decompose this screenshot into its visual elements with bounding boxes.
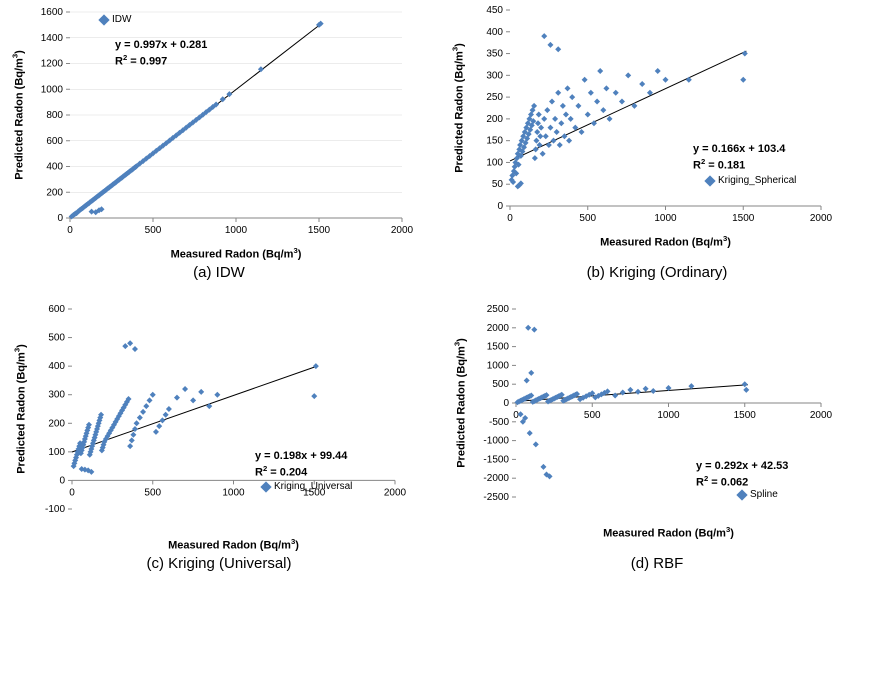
x-axis-title: Measured Radon (Bq/m3) <box>171 246 302 261</box>
panel-kriging-ordinary: 0 500 1000 1500 2000 0 50 100 150 200 250 300 350 400… <box>438 0 876 260</box>
diamond-marker-icon <box>260 481 271 492</box>
svg-text:600: 600 <box>48 304 65 315</box>
chart-b: 0 500 1000 1500 2000 0 50 100 150 200 250 300 350 400… <box>438 0 843 248</box>
svg-text:1000: 1000 <box>654 213 677 224</box>
svg-text:350: 350 <box>486 49 503 60</box>
legend: IDW <box>100 14 131 25</box>
svg-text:100: 100 <box>48 447 65 458</box>
chart-grid: 0500100015002000020040060080010001200140… <box>0 0 876 590</box>
equation-text: y = 0.292x + 42.53R2 = 0.062 <box>696 459 788 490</box>
svg-text:450: 450 <box>486 5 503 16</box>
equation-text: y = 0.198x + 99.44R2 = 0.204 <box>255 449 347 480</box>
svg-text:2000: 2000 <box>391 225 414 236</box>
legend-label: Kriging_Universal <box>274 481 352 492</box>
svg-text:-2000: -2000 <box>483 473 509 484</box>
legend-label: IDW <box>112 14 131 25</box>
caption-a: (a) IDW <box>0 260 438 299</box>
equation-text: y = 0.997x + 0.281R2 = 0.997 <box>115 38 207 69</box>
panel-idw: 0 500 1000 1500 2000 0 200 400 600 800 1000 1200 140… <box>0 0 438 260</box>
svg-text:500: 500 <box>579 213 596 224</box>
caption-b: (b) Kriging (Ordinary) <box>438 260 876 299</box>
caption-d: (d) RBF <box>438 551 876 590</box>
svg-text:500: 500 <box>492 379 509 390</box>
svg-text:1000: 1000 <box>41 84 64 95</box>
legend: Kriging_Spherical <box>706 175 796 186</box>
svg-text:-1000: -1000 <box>483 436 509 447</box>
svg-text:200: 200 <box>486 114 503 125</box>
svg-text:500: 500 <box>145 225 162 236</box>
svg-text:0: 0 <box>507 213 513 224</box>
svg-text:2000: 2000 <box>810 410 833 421</box>
svg-text:-100: -100 <box>45 504 65 515</box>
x-axis-title: Measured Radon (Bq/m3) <box>168 537 299 552</box>
svg-text:800: 800 <box>46 110 63 121</box>
y-axis-title: Predicted Radon (Bq/m3) <box>453 338 468 468</box>
svg-text:1200: 1200 <box>41 59 64 70</box>
svg-text:50: 50 <box>492 179 504 190</box>
svg-text:1000: 1000 <box>225 225 248 236</box>
svg-text:1500: 1500 <box>734 410 757 421</box>
svg-text:1500: 1500 <box>487 342 510 353</box>
y-axis-title: Predicted Radon (Bq/m3) <box>451 43 466 173</box>
svg-text:0: 0 <box>57 213 63 224</box>
svg-text:0: 0 <box>67 225 73 236</box>
y-axis-title: Predicted Radon (Bq/m3) <box>11 50 26 180</box>
svg-text:300: 300 <box>48 390 65 401</box>
svg-text:1000: 1000 <box>657 410 680 421</box>
svg-text:500: 500 <box>584 410 601 421</box>
equation-text: y = 0.166x + 103.4R2 = 0.181 <box>693 142 785 173</box>
svg-text:1000: 1000 <box>487 360 510 371</box>
svg-text:600: 600 <box>46 136 63 147</box>
svg-text:2500: 2500 <box>487 304 510 315</box>
svg-text:-500: -500 <box>489 417 509 428</box>
svg-text:300: 300 <box>486 70 503 81</box>
svg-text:500: 500 <box>48 333 65 344</box>
caption-c: (c) Kriging (Universal) <box>0 551 438 590</box>
diamond-marker-icon <box>736 489 747 500</box>
svg-text:1500: 1500 <box>732 213 755 224</box>
svg-text:500: 500 <box>144 487 161 498</box>
svg-text:0: 0 <box>497 201 503 212</box>
svg-text:-2500: -2500 <box>483 492 509 503</box>
legend-label: Spline <box>750 489 778 500</box>
chart-a: 0 500 1000 1500 2000 0 200 400 600 800 1000 1200 140… <box>0 0 420 260</box>
svg-text:2000: 2000 <box>384 487 407 498</box>
svg-text:1600: 1600 <box>41 7 64 18</box>
svg-text:0: 0 <box>69 487 75 498</box>
svg-text:-1500: -1500 <box>483 454 509 465</box>
svg-text:200: 200 <box>48 418 65 429</box>
svg-text:2000: 2000 <box>487 323 510 334</box>
svg-text:200: 200 <box>46 187 63 198</box>
svg-text:0: 0 <box>513 410 519 421</box>
x-axis-title: Measured Radon (Bq/m3) <box>603 525 734 540</box>
svg-text:150: 150 <box>486 136 503 147</box>
diamond-marker-icon <box>704 175 715 186</box>
chart-c: 0500100015002000-1000100200300400500600P… <box>0 299 415 551</box>
svg-text:1000: 1000 <box>222 487 245 498</box>
y-axis-title: Predicted Radon (Bq/m3) <box>13 344 28 474</box>
svg-text:400: 400 <box>48 361 65 372</box>
panel-kriging-universal: 0500100015002000-1000100200300400500600P… <box>0 299 438 551</box>
svg-text:2000: 2000 <box>810 213 833 224</box>
chart-d: 0 500 1000 1500 2000 -2500 -2000 -1500 -1000 -500… <box>438 299 843 539</box>
legend: Spline <box>738 489 778 500</box>
svg-text:400: 400 <box>486 27 503 38</box>
svg-text:0: 0 <box>503 398 509 409</box>
diamond-marker-icon <box>98 14 109 25</box>
svg-text:1500: 1500 <box>308 225 331 236</box>
svg-text:400: 400 <box>46 162 63 173</box>
svg-text:0: 0 <box>59 475 65 486</box>
legend-label: Kriging_Spherical <box>718 175 796 186</box>
panel-rbf: 0 500 1000 1500 2000 -2500 -2000 -1500 -1000 -500… <box>438 299 876 551</box>
svg-text:1400: 1400 <box>41 33 64 44</box>
svg-text:100: 100 <box>486 157 503 168</box>
legend: Kriging_Universal <box>262 481 352 492</box>
x-axis-title: Measured Radon (Bq/m3) <box>600 234 731 249</box>
svg-text:250: 250 <box>486 92 503 103</box>
